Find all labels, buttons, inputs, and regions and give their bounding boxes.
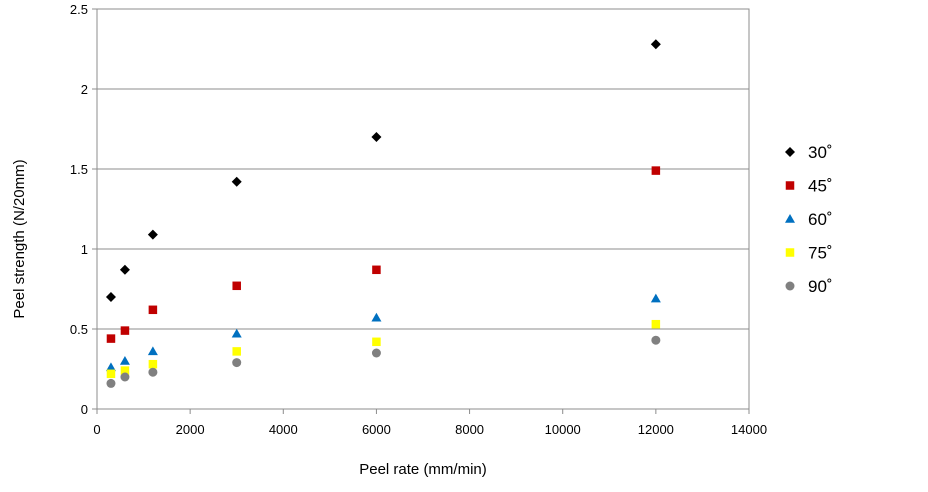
- data-point: [232, 347, 241, 356]
- legend-label: 75˚: [808, 244, 833, 263]
- gridlines: [97, 8, 749, 410]
- plot-area-frame: [96, 8, 750, 410]
- data-point: [650, 293, 661, 303]
- y-tick-label: 1: [81, 242, 88, 257]
- data-point: [106, 369, 116, 379]
- y-tick-label: 0.5: [70, 322, 88, 337]
- data-point: [232, 358, 242, 368]
- x-tick-label: 2000: [176, 422, 205, 437]
- data-point: [120, 372, 130, 382]
- data-point: [651, 319, 661, 329]
- data-point: [148, 367, 158, 377]
- x-tick-label: 12000: [638, 422, 674, 437]
- data-point: [651, 166, 661, 175]
- y-axis-title: Peel strength (N/20mm): [11, 159, 28, 318]
- x-tick-label: 0: [93, 422, 100, 437]
- data-point: [650, 39, 661, 50]
- legend-label: 90˚: [808, 277, 833, 296]
- data-point: [371, 312, 382, 322]
- legend-label: 45˚: [808, 177, 833, 196]
- x-tick-label: 14000: [731, 422, 767, 437]
- y-tick-label: 2.5: [70, 2, 88, 17]
- data-point: [106, 334, 116, 343]
- legend-label: 30˚: [808, 143, 833, 162]
- data-point: [372, 337, 381, 347]
- x-tick-label: 4000: [269, 422, 298, 437]
- data-point: [148, 305, 158, 315]
- data-point: [147, 346, 158, 356]
- legend: 30˚ 45˚ 60˚ 75˚ 90˚: [785, 143, 833, 296]
- data-point: [119, 356, 130, 365]
- legend-marker: [785, 181, 795, 190]
- legend-marker: [785, 248, 795, 257]
- data-point: [231, 176, 242, 187]
- data-points: [105, 39, 661, 388]
- x-axis-title: Peel rate (mm/min): [359, 461, 487, 478]
- x-tick-label: 10000: [545, 422, 581, 437]
- data-point: [119, 264, 130, 275]
- data-point: [120, 366, 130, 375]
- y-tick-label: 1.5: [70, 162, 88, 177]
- data-point: [106, 378, 116, 388]
- legend-marker: [785, 281, 795, 291]
- data-point: [371, 132, 382, 142]
- x-axis-ticks: 0 2000 4000 6000 8000 10000 12000 14000: [93, 409, 767, 437]
- data-point: [120, 326, 130, 335]
- data-point: [231, 328, 242, 338]
- data-point: [105, 292, 116, 302]
- y-tick-label: 0: [81, 402, 88, 417]
- data-point: [371, 348, 381, 358]
- data-point: [232, 281, 241, 291]
- y-axis-ticks: 0 0.5 1 1.5 2 2.5: [70, 2, 97, 417]
- legend-label: 60˚: [808, 210, 833, 229]
- data-point: [148, 359, 158, 369]
- y-tick-label: 2: [81, 82, 88, 97]
- x-tick-label: 6000: [362, 422, 391, 437]
- legend-marker: [785, 147, 795, 157]
- data-point: [147, 229, 158, 240]
- data-point: [105, 362, 116, 372]
- legend-marker: [785, 214, 795, 223]
- data-point: [372, 265, 381, 275]
- data-point: [651, 335, 661, 345]
- x-tick-label: 8000: [455, 422, 484, 437]
